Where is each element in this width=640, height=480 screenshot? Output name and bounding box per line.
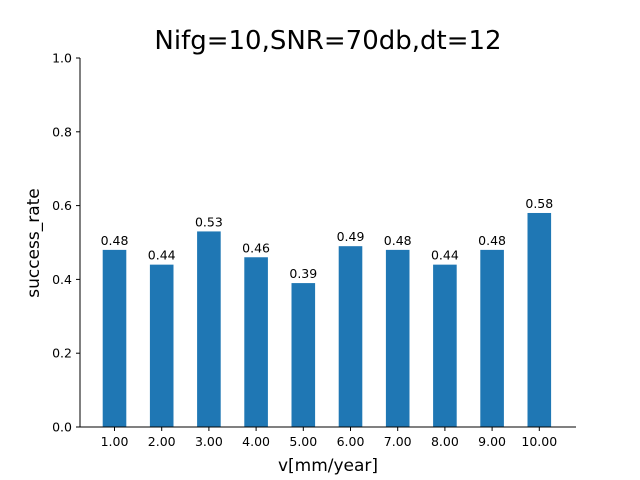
- x-tick-label: 8.00: [431, 434, 459, 449]
- x-tick-label: 6.00: [337, 434, 365, 449]
- bar: [197, 231, 221, 427]
- data-labels-group: 0.48 0.44 0.53 0.46 0.39 0.49 0.48 0.44 0.48 0.58: [101, 196, 554, 281]
- data-label: 0.58: [525, 196, 553, 211]
- y-tick-label: 0.8: [52, 124, 72, 139]
- bar: [291, 283, 316, 427]
- data-label: 0.49: [337, 229, 365, 244]
- y-axis-ticks: 0.0 0.2 0.4 0.6 0.8 1.0: [52, 51, 80, 435]
- y-tick-label: 1.0: [52, 51, 72, 66]
- data-label: 0.48: [384, 233, 412, 248]
- bar: [149, 264, 174, 427]
- x-tick-label: 10.00: [521, 434, 557, 449]
- chart-title: Nifg=10,SNR=70db,dt=12: [154, 26, 501, 56]
- bar: [385, 249, 410, 427]
- bar: [527, 212, 552, 427]
- data-label: 0.53: [195, 214, 223, 229]
- bar: [244, 257, 268, 427]
- data-label: 0.48: [478, 233, 506, 248]
- y-tick-label: 0.6: [52, 198, 72, 213]
- bars-group: [102, 212, 552, 427]
- bar: [433, 264, 457, 427]
- x-tick-label: 4.00: [242, 434, 270, 449]
- bar: [480, 249, 504, 427]
- data-label: 0.39: [289, 266, 317, 281]
- x-tick-label: 9.00: [478, 434, 506, 449]
- y-tick-label: 0.0: [52, 420, 72, 435]
- bar: [338, 246, 363, 427]
- x-tick-label: 7.00: [384, 434, 412, 449]
- x-tick-label: 1.00: [101, 434, 129, 449]
- y-tick-label: 0.4: [52, 272, 72, 287]
- x-tick-label: 3.00: [195, 434, 223, 449]
- x-axis-label: v[mm/year]: [278, 456, 378, 476]
- y-axis-label: success_rate: [24, 188, 44, 298]
- data-label: 0.48: [101, 233, 129, 248]
- data-label: 0.46: [242, 240, 270, 255]
- data-label: 0.44: [431, 248, 459, 263]
- data-label: 0.44: [148, 248, 176, 263]
- bar: [102, 249, 127, 427]
- x-tick-label: 5.00: [289, 434, 317, 449]
- x-tick-label: 2.00: [148, 434, 176, 449]
- y-tick-label: 0.2: [52, 346, 72, 361]
- x-axis-ticks: 1.00 2.00 3.00 4.00 5.00 6.00 7.00 8.00 9.00 10.0…: [101, 427, 557, 449]
